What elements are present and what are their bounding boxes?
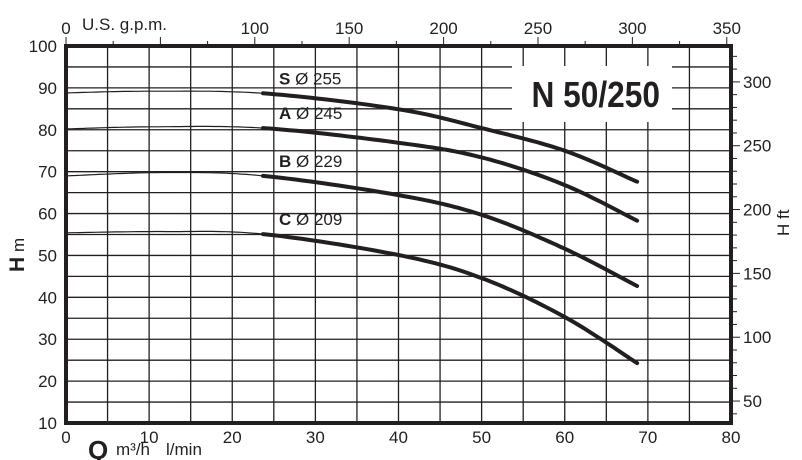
curve-label-B: B Ø 229	[279, 152, 342, 171]
y2-tick-label: 50	[743, 392, 762, 411]
x2-tick-label: 150	[335, 19, 363, 38]
x2-tick-label: 100	[241, 19, 269, 38]
x-tick-label: 70	[638, 428, 657, 447]
y-tick-label: 100	[29, 37, 57, 56]
curve-C-thin	[66, 230, 264, 235]
x-tick-label: 20	[223, 428, 242, 447]
x-tick-label: 60	[555, 428, 574, 447]
curve-B-thin	[65, 171, 264, 177]
y2-tick-label: 100	[743, 328, 771, 347]
x2-tick-label: 200	[429, 19, 457, 38]
title-box	[512, 66, 672, 122]
curve-diameter: Ø 229	[291, 152, 342, 171]
curve-C	[261, 232, 640, 366]
y-tick-label: 60	[38, 205, 57, 224]
y-axis-unit: m	[9, 238, 28, 252]
x-tick-label: 30	[306, 428, 325, 447]
curve-letter: B	[279, 152, 291, 171]
x2-tick-label: 250	[524, 19, 552, 38]
curve-label-S: S Ø 255	[279, 69, 341, 88]
top-axis-label: U.S. g.p.m.	[82, 15, 167, 34]
x-axis-unit: m³/h	[116, 440, 150, 459]
chart-title: N 50/250	[531, 75, 660, 115]
y2-tick-label: 300	[743, 73, 771, 92]
x-tick-label: 10	[140, 428, 159, 447]
y-tick-label: 30	[38, 330, 57, 349]
x-tick-label: 80	[722, 428, 741, 447]
curve-S-thin	[66, 90, 264, 94]
y-tick-label: 90	[38, 79, 57, 98]
curve-letter: C	[279, 210, 291, 229]
plot-frame	[64, 44, 733, 425]
y-axis-label: H	[6, 257, 29, 272]
y-tick-label: 10	[38, 414, 57, 433]
curve-diameter: Ø 245	[291, 104, 342, 123]
curve-A-thin	[66, 125, 264, 130]
y-tick-label: 20	[38, 372, 57, 391]
curve-diameter: Ø 209	[291, 210, 342, 229]
curves: S Ø 255 A Ø 245 B Ø 229 C Ø 209	[65, 69, 640, 366]
y2-tick-label: 200	[743, 201, 771, 220]
curve-label-C: C Ø 209	[279, 210, 342, 229]
y-tick-label: 70	[38, 163, 57, 182]
y-tick-label: 50	[38, 246, 57, 265]
y2-tick-label: 150	[743, 264, 771, 283]
x-tick-label: 50	[472, 428, 491, 447]
x-tick-label: 0	[61, 428, 70, 447]
x2-tick-label: 300	[618, 19, 646, 38]
curve-label-A: A Ø 245	[279, 104, 342, 123]
x2-tick-label: 0	[61, 19, 70, 38]
curve-S	[261, 91, 640, 184]
y-tick-label: 80	[38, 121, 57, 140]
x-tick-label: 40	[389, 428, 408, 447]
curve-diameter: Ø 255	[290, 69, 341, 88]
x2-tick-label: 350	[713, 19, 741, 38]
y2-axis-label: H ft	[774, 209, 793, 236]
curve-letter: A	[279, 104, 291, 123]
curve-letter: S	[279, 69, 290, 88]
curve-B	[261, 173, 640, 288]
x-axis-label: Q	[88, 435, 108, 460]
y2-tick-label: 250	[743, 137, 771, 156]
y-tick-label: 40	[38, 288, 57, 307]
curve-A	[261, 126, 640, 223]
x-axis-unit-2: l/min	[166, 440, 202, 459]
